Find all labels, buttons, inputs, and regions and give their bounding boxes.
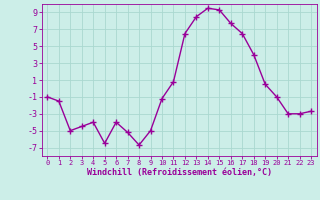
- X-axis label: Windchill (Refroidissement éolien,°C): Windchill (Refroidissement éolien,°C): [87, 168, 272, 177]
